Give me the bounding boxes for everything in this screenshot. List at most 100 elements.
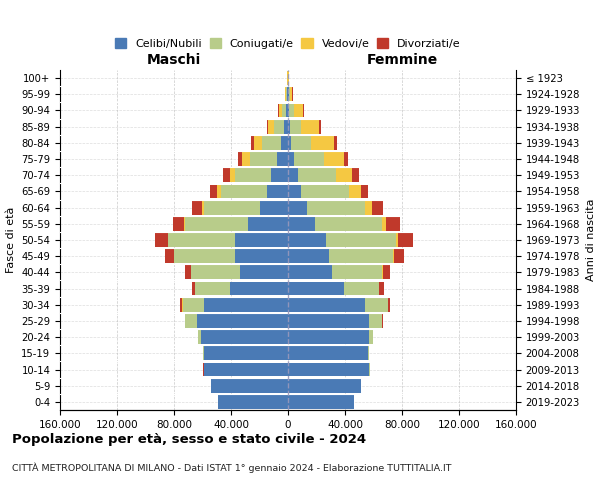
Bar bbox=[191, 282, 195, 296]
Bar bbox=[365, 298, 388, 312]
Bar bbox=[267, 120, 268, 134]
Bar bbox=[288, 379, 361, 392]
Bar bbox=[288, 104, 289, 118]
Bar bbox=[388, 298, 390, 312]
Bar bbox=[165, 250, 173, 263]
Bar bbox=[288, 200, 307, 214]
Bar bbox=[182, 298, 204, 312]
Bar bbox=[284, 120, 288, 134]
Bar bbox=[344, 282, 379, 296]
Bar bbox=[155, 233, 167, 247]
Legend: Celibi/Nubili, Coniugati/e, Vedovi/e, Divorziati/e: Celibi/Nubili, Coniugati/e, Vedovi/e, Di… bbox=[112, 35, 464, 52]
Bar bbox=[369, 314, 382, 328]
Bar bbox=[262, 136, 281, 149]
Bar bbox=[290, 88, 292, 101]
Bar bbox=[288, 168, 298, 182]
Bar bbox=[294, 152, 323, 166]
Bar bbox=[288, 120, 290, 134]
Bar bbox=[203, 346, 204, 360]
Bar bbox=[288, 233, 326, 247]
Bar bbox=[287, 88, 288, 101]
Bar bbox=[301, 184, 349, 198]
Bar bbox=[288, 362, 369, 376]
Bar bbox=[204, 346, 288, 360]
Bar bbox=[198, 330, 201, 344]
Bar bbox=[279, 104, 282, 118]
Bar bbox=[288, 266, 332, 280]
Text: Popolazione per età, sesso e stato civile - 2024: Popolazione per età, sesso e stato civil… bbox=[12, 432, 366, 446]
Bar bbox=[260, 200, 288, 214]
Bar bbox=[361, 184, 368, 198]
Bar bbox=[288, 152, 294, 166]
Bar bbox=[167, 233, 168, 247]
Bar bbox=[394, 250, 404, 263]
Bar bbox=[382, 314, 383, 328]
Bar bbox=[192, 200, 202, 214]
Bar bbox=[201, 330, 288, 344]
Bar bbox=[397, 233, 398, 247]
Bar bbox=[372, 200, 383, 214]
Bar bbox=[230, 282, 288, 296]
Bar bbox=[250, 152, 277, 166]
Bar bbox=[382, 217, 386, 230]
Bar bbox=[288, 217, 315, 230]
Bar bbox=[221, 184, 266, 198]
Bar bbox=[235, 233, 288, 247]
Bar bbox=[168, 233, 235, 247]
Bar bbox=[288, 330, 369, 344]
Bar bbox=[223, 168, 230, 182]
Bar bbox=[202, 200, 204, 214]
Bar bbox=[311, 136, 334, 149]
Bar bbox=[301, 120, 319, 134]
Bar bbox=[379, 282, 384, 296]
Bar bbox=[184, 217, 185, 230]
Bar bbox=[285, 88, 286, 101]
Bar bbox=[281, 136, 288, 149]
Bar bbox=[293, 104, 303, 118]
Bar bbox=[288, 250, 329, 263]
Bar bbox=[290, 120, 301, 134]
Bar bbox=[239, 266, 288, 280]
Y-axis label: Fasce di età: Fasce di età bbox=[5, 207, 16, 273]
Bar bbox=[230, 168, 235, 182]
Bar bbox=[323, 152, 344, 166]
Bar bbox=[266, 184, 288, 198]
Text: CITTÀ METROPOLITANA DI MILANO - Dati ISTAT 1° gennaio 2024 - Elaborazione TUTTIT: CITTÀ METROPOLITANA DI MILANO - Dati IST… bbox=[12, 462, 452, 473]
Bar bbox=[332, 266, 382, 280]
Bar bbox=[315, 217, 382, 230]
Bar bbox=[344, 152, 348, 166]
Bar bbox=[289, 104, 293, 118]
Bar bbox=[282, 104, 286, 118]
Bar bbox=[329, 250, 394, 263]
Bar bbox=[307, 200, 365, 214]
Bar bbox=[303, 104, 304, 118]
Bar bbox=[298, 168, 337, 182]
Bar bbox=[365, 200, 372, 214]
Bar bbox=[337, 168, 352, 182]
Bar bbox=[248, 217, 288, 230]
Bar bbox=[291, 136, 311, 149]
Bar bbox=[209, 184, 217, 198]
Bar bbox=[369, 330, 373, 344]
Y-axis label: Anni di nascita: Anni di nascita bbox=[586, 198, 596, 281]
Bar bbox=[289, 88, 290, 101]
Bar bbox=[197, 314, 288, 328]
Bar bbox=[268, 120, 274, 134]
Bar bbox=[349, 184, 361, 198]
Text: Femmine: Femmine bbox=[367, 53, 437, 67]
Bar bbox=[274, 120, 284, 134]
Bar bbox=[204, 200, 260, 214]
Bar bbox=[235, 168, 271, 182]
Bar bbox=[286, 104, 288, 118]
Bar bbox=[326, 233, 397, 247]
Bar bbox=[180, 298, 182, 312]
Bar bbox=[334, 136, 337, 149]
Bar bbox=[211, 379, 288, 392]
Bar bbox=[398, 233, 413, 247]
Bar bbox=[271, 168, 288, 182]
Bar bbox=[191, 266, 239, 280]
Bar bbox=[204, 298, 288, 312]
Bar bbox=[185, 266, 191, 280]
Bar bbox=[288, 346, 368, 360]
Bar bbox=[235, 250, 288, 263]
